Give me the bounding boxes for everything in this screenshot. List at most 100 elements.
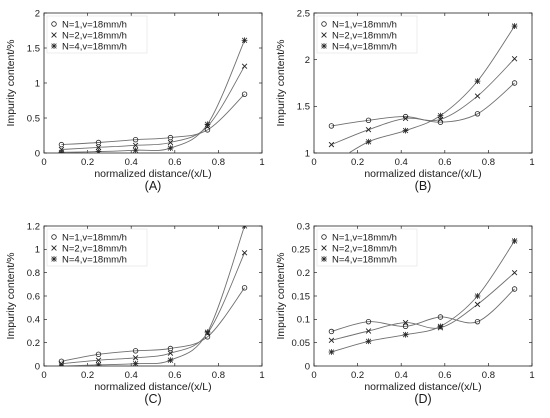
panel-b-series-3-point xyxy=(402,127,409,134)
panel-c-panel-label: (C) xyxy=(144,392,161,406)
panel-c-ytick-label: 1 xyxy=(35,245,40,256)
panel-a-series-3-point xyxy=(241,37,248,44)
panel-c-series-1-point-shape xyxy=(167,345,174,352)
panel-b-xtick-label: 0.2 xyxy=(351,157,364,168)
panel-c-xtick-label: 0 xyxy=(41,370,46,381)
panel-c-series-3-point xyxy=(241,226,248,229)
panel-a-series-1-point-shape xyxy=(167,134,174,141)
panel-d-series-2-line xyxy=(331,272,515,341)
panel-c-ytick-label: 0.6 xyxy=(27,291,40,302)
panel-c-xtick-label: 0.4 xyxy=(125,370,138,381)
panel-d-legend-box xyxy=(316,228,418,267)
panel-c-legend: N=1,v=18mm/hN=2,v=18mm/hN=4,v=18mm/h xyxy=(46,228,148,267)
panel-b-xtick-label: 1 xyxy=(529,157,534,168)
panel-d-series-1-point-shape xyxy=(511,286,518,292)
panel-d-ytick-label: 0.1 xyxy=(297,315,310,326)
panel-d-ytick-label: 0.05 xyxy=(292,338,311,349)
panel-b-legend-marker-1-shape xyxy=(321,21,327,27)
panel-d-series-1-point xyxy=(437,314,444,320)
panel-d-y-axis-label: Impurity content/% xyxy=(275,253,287,340)
panel-b-series-2-point xyxy=(474,93,481,99)
panel-a-ytick-label: 0.5 xyxy=(27,113,40,124)
panel-b-legend-marker-2-stroke-b xyxy=(321,32,327,38)
panel-b-xtick-label: 0.4 xyxy=(395,157,408,168)
panel-c-legend-label-3: N=4,v=18mm/h xyxy=(62,254,127,265)
panel-b-series-1-point-shape xyxy=(365,117,372,124)
panel-c-series-2-point xyxy=(95,357,102,363)
panel-d-ytick-label: 0.25 xyxy=(292,245,311,256)
panel-a-series-2-point xyxy=(241,63,248,69)
panel-b-legend: N=1,v=18mm/hN=2,v=18mm/hN=4,v=18mm/h xyxy=(316,15,418,54)
panel-c-series-3-point-stroke-b xyxy=(60,363,65,366)
panel-c-series-3-point-stroke-a xyxy=(243,226,248,229)
panel-d-series-2-point-stroke-b xyxy=(328,337,335,344)
panel-b-series-2-point xyxy=(365,126,372,133)
panel-c-series-2-point xyxy=(132,355,139,361)
panel-b-series-1-point-shape xyxy=(474,111,481,117)
panel-b-series-3-point xyxy=(365,138,372,145)
panel-d-series-1-point xyxy=(402,323,409,330)
panel-c-series-1-point-shape xyxy=(241,285,248,291)
panel-a-series-3-point xyxy=(95,148,102,153)
panel-c-legend-label-1: N=1,v=18mm/h xyxy=(62,232,127,243)
panel-b-legend-label-2: N=2,v=18mm/h xyxy=(332,30,397,41)
panel-d-series-3-point xyxy=(511,238,518,244)
panel-a-legend-marker-2-stroke-b xyxy=(51,32,57,38)
panel-c-legend-marker-2-stroke-b xyxy=(51,245,57,251)
panel-a-panel-label: (A) xyxy=(145,179,162,193)
panel-a-ytick-label: 0 xyxy=(35,148,40,159)
panel-a-xtick-label: 0.4 xyxy=(125,157,138,168)
panel-b-series-2-line xyxy=(331,58,515,146)
panel-b-x-axis-label: normalized distance/(x/L) xyxy=(364,168,481,180)
panel-a-legend-marker-3 xyxy=(51,43,57,49)
panel-d-legend-marker-3 xyxy=(321,256,327,262)
panel-c-series-2-line xyxy=(61,252,245,365)
panel-d-legend-marker-2-stroke-b xyxy=(321,245,327,251)
panel-b-y-axis-label: Impurity content/% xyxy=(275,40,287,127)
panel-c-series-1-line xyxy=(61,287,245,362)
panel-c-series-2-point xyxy=(241,250,248,256)
panel-d-series-2-point xyxy=(511,269,518,276)
panel-d-series-1-point xyxy=(511,286,518,292)
panel-a-series-3-point xyxy=(204,121,211,128)
panel-b-series-3-point xyxy=(329,161,335,167)
panel-a-series-2-line xyxy=(61,65,245,150)
panel-c-series-2-point-stroke-b xyxy=(241,250,248,256)
panel-c-series-3-point xyxy=(95,361,102,366)
panel-c-series-3-point-stroke-a xyxy=(58,363,63,366)
panel-b-legend-marker-1 xyxy=(321,21,327,27)
panel-b-series-2-point xyxy=(328,141,335,148)
panel-b-series-2-point-stroke-b xyxy=(474,93,481,99)
panel-c-legend-marker-1-shape xyxy=(51,234,57,240)
panel-b-series-3-point xyxy=(437,112,444,119)
panel-c-series-1-point xyxy=(241,285,248,291)
panel-c-series-1-point xyxy=(167,345,174,352)
panel-d-xtick-label: 0.2 xyxy=(351,370,364,381)
panel-c-ytick-label: 0.2 xyxy=(27,338,40,349)
panel-a-series-1-point-shape xyxy=(241,91,248,97)
panel-b-series-1-point xyxy=(328,123,335,129)
panel-d-series-3-point xyxy=(365,338,372,345)
panel-c-series-1-point xyxy=(95,351,102,358)
panel-b-xtick-label: 0 xyxy=(311,157,316,168)
panel-b-panel-label: (B) xyxy=(415,179,432,193)
panel-a-series-2-point-stroke-b xyxy=(167,139,174,146)
panel-c-series-2-point-stroke-b xyxy=(132,355,139,361)
panel-b-axes-frame xyxy=(313,12,533,154)
panel-d-series-1-line xyxy=(331,288,515,332)
panel-c-legend-box xyxy=(46,228,148,267)
panel-a-legend-marker-1-shape xyxy=(51,21,57,27)
panel-b-series-1-point xyxy=(365,117,372,124)
panel-d-ytick-label: 0.15 xyxy=(292,291,311,302)
panel-d-series-3-point xyxy=(437,323,444,330)
panel-c-x-axis-label: normalized distance/(x/L) xyxy=(94,381,211,393)
panel-d-series-2-point xyxy=(402,319,409,326)
panel-c-series-3-point xyxy=(58,363,65,366)
panel-d-series-1-point-shape xyxy=(437,314,444,320)
panel-c-ytick-label: 1.2 xyxy=(27,221,40,232)
panel-b-legend-label-1: N=1,v=18mm/h xyxy=(332,19,397,30)
panel-c-legend-label-2: N=2,v=18mm/h xyxy=(62,243,127,254)
panel-c-series-2-point-stroke-b xyxy=(167,350,174,356)
panel-a-legend-label-1: N=1,v=18mm/h xyxy=(62,19,127,30)
panel-a-x-axis-label: normalized distance/(x/L) xyxy=(94,168,211,180)
